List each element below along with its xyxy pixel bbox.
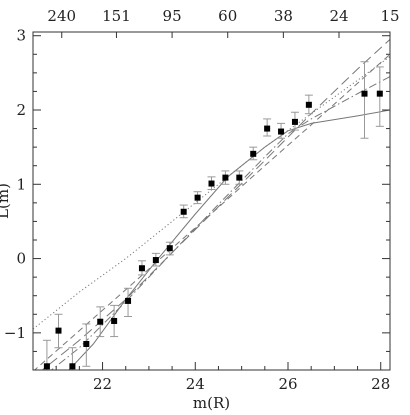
data-point — [111, 317, 118, 324]
model-curve-dashed — [33, 53, 390, 370]
top-axis-label: 95 — [163, 7, 182, 25]
data-point — [166, 245, 173, 252]
axis-ticks — [33, 32, 391, 371]
top-axis-label: 60 — [218, 7, 237, 25]
x-tick-label: 28 — [371, 375, 390, 393]
data-point — [376, 90, 383, 97]
data-point — [236, 174, 243, 181]
data-point — [152, 257, 159, 264]
data-point — [83, 341, 90, 347]
y-tick-label: −1 — [4, 324, 26, 342]
data-point — [194, 194, 201, 201]
data-point — [69, 363, 76, 370]
top-axis-label: 151 — [102, 7, 131, 25]
x-tick-label: 26 — [278, 375, 297, 393]
x-axis-label: m(R) — [193, 394, 230, 412]
x-tick-label: 22 — [93, 375, 112, 393]
data-point — [264, 125, 271, 132]
y-axis-label: L(m) — [0, 183, 12, 219]
data-points — [43, 90, 383, 370]
y-tick-label: 3 — [16, 27, 26, 45]
model-curve-long-dashed — [41, 39, 390, 370]
data-point — [361, 90, 368, 97]
top-axis-label: 24 — [329, 7, 348, 25]
y-tick-label: 1 — [16, 175, 26, 193]
x-tick-labels: 22 24 26 28 — [93, 375, 390, 393]
y-tick-label: 0 — [16, 250, 26, 268]
data-point — [97, 318, 104, 325]
plot-frame — [32, 31, 391, 371]
top-axis-label: 15 — [380, 7, 399, 25]
data-point — [305, 101, 312, 108]
error-bars — [42, 61, 384, 370]
y-tick-label: 2 — [16, 101, 26, 119]
data-point — [180, 208, 187, 215]
y-tick-labels: −1 0 1 2 3 — [4, 27, 26, 342]
data-point — [125, 297, 132, 304]
data-point — [222, 174, 229, 181]
data-point — [250, 150, 257, 157]
data-point — [208, 180, 215, 187]
x-tick-label: 24 — [186, 375, 205, 393]
data-point — [55, 327, 62, 334]
data-point — [291, 118, 298, 125]
top-axis-label: 38 — [274, 7, 293, 25]
model-curve-dash-dot — [50, 76, 390, 370]
data-point — [138, 265, 145, 272]
top-axis-labels: 240 151 95 60 38 24 15 — [47, 7, 399, 25]
data-point — [278, 128, 285, 135]
data-point — [43, 363, 50, 370]
model-curve-dotted — [33, 56, 390, 330]
top-axis-label: 240 — [47, 7, 76, 25]
